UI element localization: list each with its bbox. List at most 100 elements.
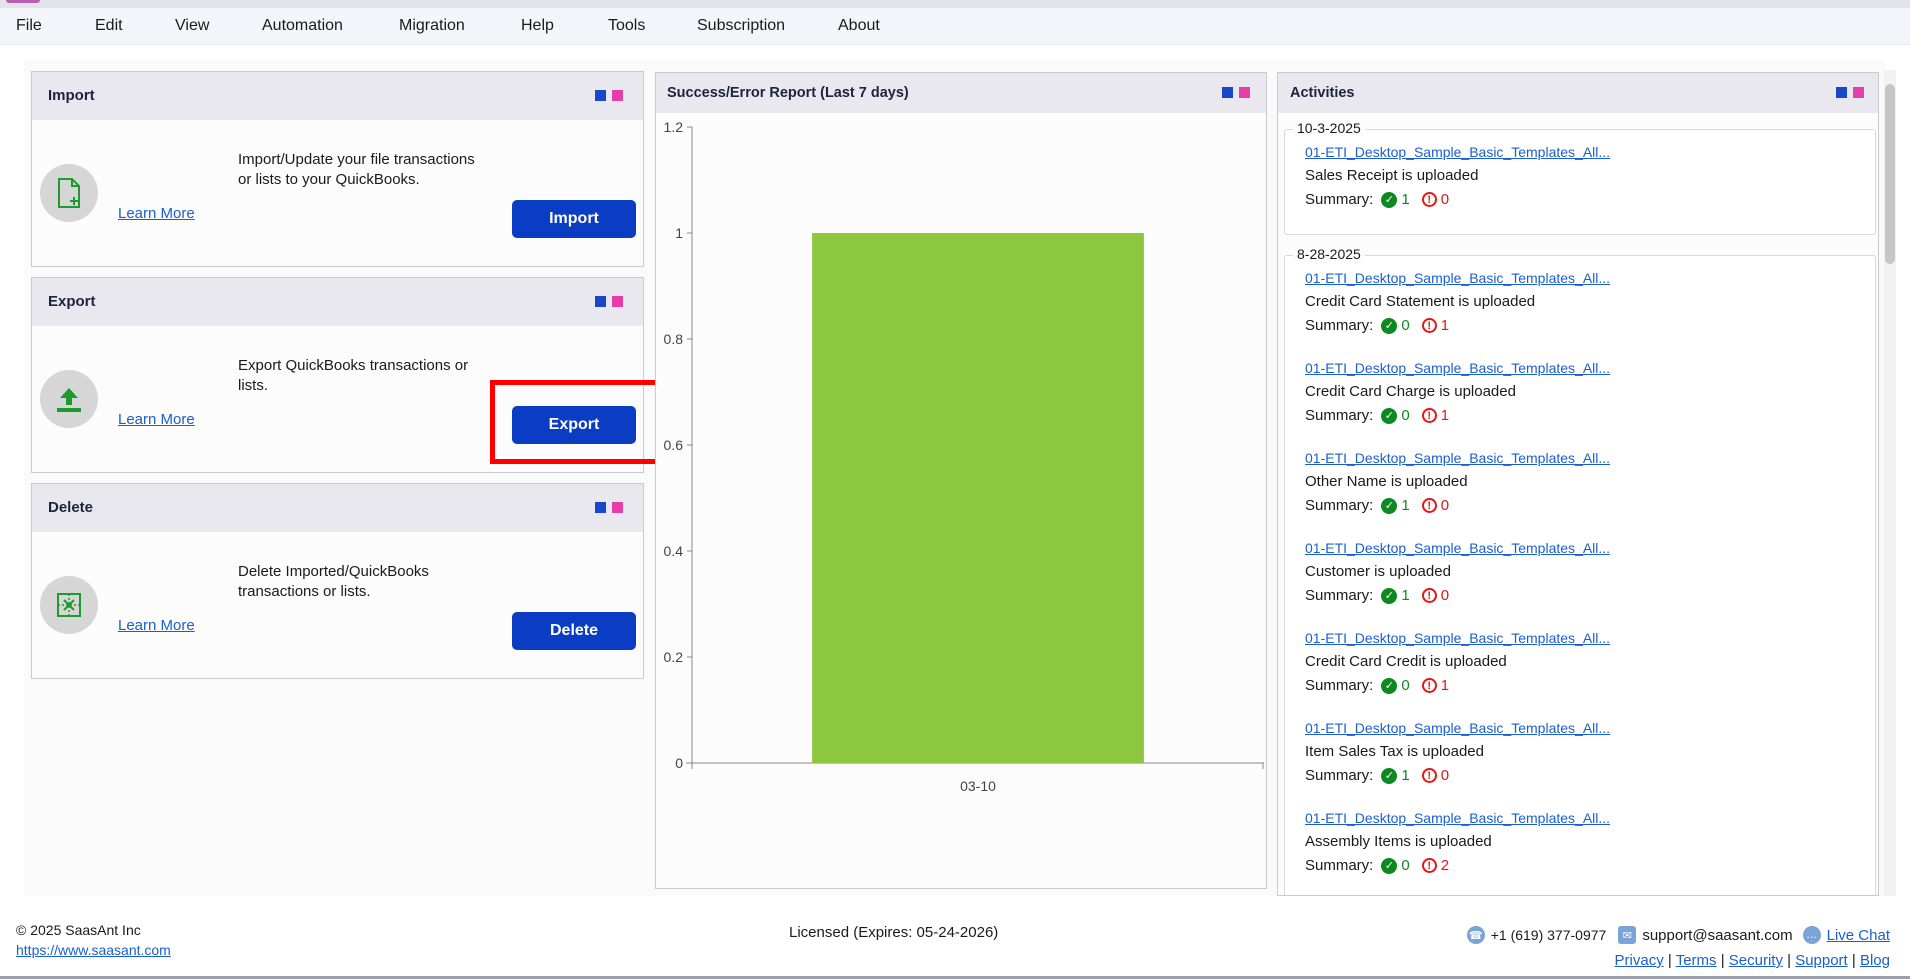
export-description: Export QuickBooks transactions or lists. (238, 357, 469, 394)
error-count: 1 (1440, 407, 1450, 424)
menu-edit[interactable]: Edit (95, 17, 123, 34)
page-scrollbar[interactable] (1884, 70, 1896, 896)
activity-file-link[interactable]: 01-ETI_Desktop_Sample_Basic_Templates_Al… (1305, 270, 1611, 286)
activity-description: Item Sales Tax is uploaded (1305, 743, 1484, 760)
activity-file-link[interactable]: 01-ETI_Desktop_Sample_Basic_Templates_Al… (1305, 360, 1611, 376)
menu-subscription[interactable]: Subscription (697, 17, 786, 34)
activity-file-link[interactable]: 01-ETI_Desktop_Sample_Basic_Templates_Al… (1305, 450, 1611, 466)
blue-square-icon[interactable] (595, 502, 606, 513)
pink-square-icon[interactable] (612, 502, 623, 513)
report-window-controls[interactable] (1222, 87, 1250, 98)
activity-file-link[interactable]: 01-ETI_Desktop_Sample_Basic_Templates_Al… (1305, 144, 1611, 160)
delete-card-window-controls[interactable] (595, 502, 623, 513)
security-link[interactable]: Security (1728, 952, 1783, 969)
error-count: 2 (1440, 857, 1450, 874)
blue-square-icon[interactable] (595, 296, 606, 307)
export-card-window-controls[interactable] (595, 296, 623, 307)
terms-link[interactable]: Terms (1675, 952, 1717, 969)
privacy-link[interactable]: Privacy (1614, 952, 1664, 969)
activity-description: Credit Card Credit is uploaded (1305, 653, 1507, 670)
activity-file-link[interactable]: 01-ETI_Desktop_Sample_Basic_Templates_Al… (1305, 630, 1611, 646)
import-learn-more-link[interactable]: Learn More (118, 205, 195, 222)
export-card-title: Export (48, 293, 96, 310)
import-card-window-controls[interactable] (595, 90, 623, 101)
summary-label: Summary: (1305, 407, 1374, 424)
activity-entry: 01-ETI_Desktop_Sample_Basic_Templates_Al… (1305, 360, 1610, 424)
menu-tools[interactable]: Tools (608, 17, 646, 34)
activity-summary: Summary: ✓ 0! 1 (1305, 407, 1610, 424)
pink-square-icon[interactable] (1853, 87, 1864, 98)
success-check-icon: ✓ (1381, 587, 1398, 604)
menu-automation[interactable]: Automation (262, 17, 343, 34)
support-link[interactable]: Support (1795, 952, 1848, 969)
activity-description: Customer is uploaded (1305, 563, 1451, 580)
email-icon: ✉ (1618, 926, 1637, 944)
chart-y-ticks: 0 0.2 0.4 0.6 0.8 1 1.2 (664, 119, 692, 771)
activity-date: 10-3-2025 (1293, 120, 1365, 136)
delete-button[interactable]: Delete (512, 612, 636, 650)
activity-entry: 01-ETI_Desktop_Sample_Basic_Templates_Al… (1305, 810, 1610, 874)
menu-view[interactable]: View (175, 17, 210, 34)
report-panel: Success/Error Report (Last 7 days) 0 0.2 0… (655, 72, 1267, 889)
pink-square-icon[interactable] (612, 90, 623, 101)
blog-link[interactable]: Blog (1859, 952, 1890, 969)
error-alert-icon: ! (1421, 498, 1437, 513)
y-tick-label: 0.2 (664, 649, 684, 665)
import-card-title: Import (48, 87, 95, 104)
email-address[interactable]: support@saasant.com (1642, 926, 1793, 944)
blue-square-icon[interactable] (1836, 87, 1847, 98)
delete-learn-more-link[interactable]: Learn More (118, 617, 195, 634)
title-bar (0, 0, 1910, 8)
success-check-icon: ✓ (1381, 497, 1398, 514)
menu-bar: File Edit View Automation Migration Help… (0, 8, 1910, 45)
activity-entry: 01-ETI_Desktop_Sample_Basic_Templates_Al… (1305, 540, 1610, 604)
window-bottom-border (0, 976, 1910, 979)
y-tick-label: 0.6 (664, 437, 684, 453)
pink-square-icon[interactable] (612, 296, 623, 307)
error-count: 0 (1440, 587, 1450, 604)
y-tick-label: 0.8 (664, 331, 684, 347)
pink-square-icon[interactable] (1239, 87, 1250, 98)
import-card-header: Import (32, 72, 643, 120)
error-alert-icon: ! (1421, 768, 1437, 783)
menu-file[interactable]: File (16, 17, 42, 34)
success-check-icon: ✓ (1381, 407, 1398, 424)
website-link[interactable]: https://www.saasant.com (16, 942, 171, 958)
activity-file-link[interactable]: 01-ETI_Desktop_Sample_Basic_Templates_Al… (1305, 540, 1611, 556)
blue-square-icon[interactable] (1222, 87, 1233, 98)
activity-summary: Summary: ✓ 1! 0 (1305, 587, 1610, 604)
error-alert-icon: ! (1421, 678, 1437, 693)
activity-file-link[interactable]: 01-ETI_Desktop_Sample_Basic_Templates_Al… (1305, 720, 1611, 736)
activity-group: 10-3-2025 01-ETI_Desktop_Sample_Basic_Tem… (1284, 120, 1876, 235)
delete-card-title: Delete (48, 499, 94, 516)
activity-summary: Summary: ✓ 0! 2 (1305, 857, 1610, 874)
export-card: Export Learn More Export QuickBooks tran… (31, 277, 644, 473)
y-tick-label: 0 (675, 755, 683, 771)
success-check-icon: ✓ (1381, 857, 1398, 874)
error-alert-icon: ! (1421, 318, 1437, 333)
import-button[interactable]: Import (512, 200, 636, 238)
chart-bar (812, 233, 1144, 763)
menu-about[interactable]: About (838, 17, 880, 34)
menu-help[interactable]: Help (521, 17, 554, 34)
success-count: 0 (1401, 317, 1410, 334)
summary-label: Summary: (1305, 587, 1374, 604)
scrollbar-thumb[interactable] (1885, 84, 1895, 264)
menu-migration[interactable]: Migration (399, 17, 465, 34)
blue-square-icon[interactable] (595, 90, 606, 101)
success-count: 0 (1401, 677, 1410, 694)
error-count: 0 (1440, 767, 1450, 784)
chat-icon: … (1802, 926, 1821, 944)
activity-file-link[interactable]: 01-ETI_Desktop_Sample_Basic_Templates_Al… (1305, 810, 1611, 826)
summary-label: Summary: (1305, 191, 1374, 208)
export-button[interactable]: Export (512, 406, 636, 444)
report-chart: 0 0.2 0.4 0.6 0.8 1 1.2 03-10 (664, 119, 1264, 794)
live-chat-link[interactable]: Live Chat (1826, 926, 1890, 944)
phone-number: +1 (619) 377-0977 (1490, 927, 1607, 943)
activity-summary: Summary: ✓ 1! 0 (1305, 191, 1610, 208)
export-learn-more-link[interactable]: Learn More (118, 411, 195, 428)
delete-description: Delete Imported/QuickBooks transactions … (238, 563, 429, 600)
summary-label: Summary: (1305, 677, 1374, 694)
report-title: Success/Error Report (Last 7 days) (667, 85, 909, 101)
activities-window-controls[interactable] (1836, 87, 1864, 98)
